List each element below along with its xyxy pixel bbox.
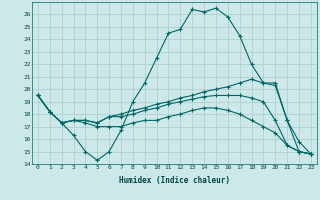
X-axis label: Humidex (Indice chaleur): Humidex (Indice chaleur) — [119, 176, 230, 185]
